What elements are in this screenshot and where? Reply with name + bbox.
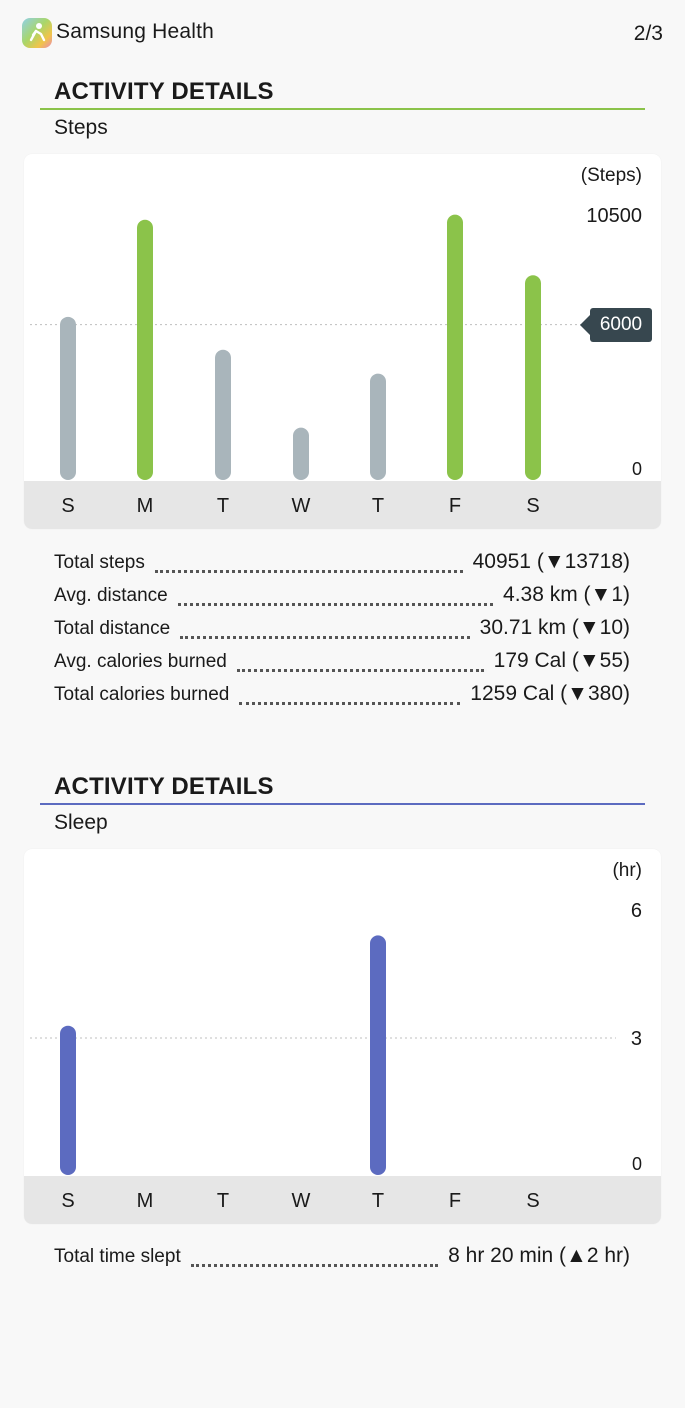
steps-day-axis <box>24 481 661 529</box>
steps-stat-leader-dots <box>236 668 484 672</box>
app-name: Samsung Health <box>56 20 215 43</box>
steps-day-label: T <box>217 495 229 517</box>
steps-stat-value: 179 Cal (▼55) <box>493 649 630 672</box>
steps-day-label: S <box>526 495 539 517</box>
sleep-unit-label: (hr) <box>612 860 642 881</box>
steps-day-label: T <box>372 495 384 517</box>
sleep-y-tick-label: 3 <box>631 1028 642 1050</box>
sleep-day-label: S <box>61 1190 74 1212</box>
sleep-stat-value: 8 hr 20 min (▲2 hr) <box>448 1244 630 1267</box>
steps-stat-row: Total calories burned 1259 Cal (▼380) <box>54 682 630 715</box>
steps-y-tick-label: 0 <box>632 459 642 479</box>
sleep-day-axis <box>24 1176 661 1224</box>
steps-stat-leader-dots <box>180 635 470 639</box>
steps-stat-label: Avg. calories burned <box>54 651 227 672</box>
steps-stat-value: 1259 Cal (▼380) <box>470 682 630 705</box>
steps-stats-list: Total steps 40951 (▼13718) Avg. distance 4.… <box>54 550 630 715</box>
sleep-stats-list: Total time slept 8 hr 20 min (▲2 hr) <box>54 1244 630 1277</box>
steps-bar-chart: (Steps) 10500 0 S M T W T F S <box>30 165 642 517</box>
steps-stat-value: 30.71 km (▼10) <box>479 616 630 639</box>
steps-stat-leader-dots <box>177 602 494 606</box>
steps-section-subtitle: Steps <box>54 116 108 139</box>
steps-stat-label: Avg. distance <box>54 585 168 606</box>
steps-day-label: S <box>61 495 74 517</box>
sleep-section-title: ACTIVITY DETAILS <box>54 773 274 800</box>
steps-day-label: M <box>137 495 154 517</box>
steps-stat-leader-dots <box>239 701 461 705</box>
steps-day-label: W <box>292 495 311 517</box>
steps-day-label: F <box>449 495 461 517</box>
steps-stat-label: Total steps <box>54 552 145 573</box>
steps-stat-row: Total distance 30.71 km (▼10) <box>54 616 630 649</box>
steps-y-tick-label: 10500 <box>586 205 642 227</box>
sleep-day-label: M <box>137 1190 154 1212</box>
sleep-stat-leader-dots <box>190 1263 439 1267</box>
steps-section-divider <box>40 108 645 110</box>
sleep-day-label: W <box>292 1190 311 1212</box>
sleep-day-label: T <box>372 1190 384 1212</box>
steps-section-title: ACTIVITY DETAILS <box>54 78 274 105</box>
sleep-stat-row: Total time slept 8 hr 20 min (▲2 hr) <box>54 1244 630 1277</box>
sleep-y-tick-label: 6 <box>631 900 642 922</box>
sleep-day-label: S <box>526 1190 539 1212</box>
steps-stat-row: Total steps 40951 (▼13718) <box>54 550 630 583</box>
sleep-section-subtitle: Sleep <box>54 811 108 834</box>
steps-goal-marker: 6000 <box>580 307 652 342</box>
samsung-health-icon <box>22 18 52 48</box>
steps-chart-card: (Steps) 10500 0 S M T W T F S 6000 <box>24 154 661 529</box>
steps-stat-value: 4.38 km (▼1) <box>503 583 630 606</box>
header-bar: Samsung Health 2/3 <box>0 0 685 68</box>
page-indicator: 2/3 <box>633 22 663 45</box>
steps-stat-value: 40951 (▼13718) <box>472 550 630 573</box>
steps-stat-label: Total calories burned <box>54 684 230 705</box>
steps-stat-label: Total distance <box>54 618 171 639</box>
steps-stat-leader-dots <box>154 569 463 573</box>
steps-stat-row: Avg. distance 4.38 km (▼1) <box>54 583 630 616</box>
sleep-section-divider <box>40 803 645 805</box>
sleep-day-label: T <box>217 1190 229 1212</box>
steps-stat-row: Avg. calories burned 179 Cal (▼55) <box>54 649 630 682</box>
sleep-chart-card: (hr) 6 3 0 S M T W T F S <box>24 849 661 1224</box>
sleep-bar-chart: (hr) 6 3 0 S M T W T F S <box>30 860 642 1212</box>
sleep-day-label: F <box>449 1190 461 1212</box>
steps-unit-label: (Steps) <box>581 165 642 186</box>
sleep-stat-label: Total time slept <box>54 1246 181 1267</box>
sleep-y-tick-label: 0 <box>632 1154 642 1174</box>
